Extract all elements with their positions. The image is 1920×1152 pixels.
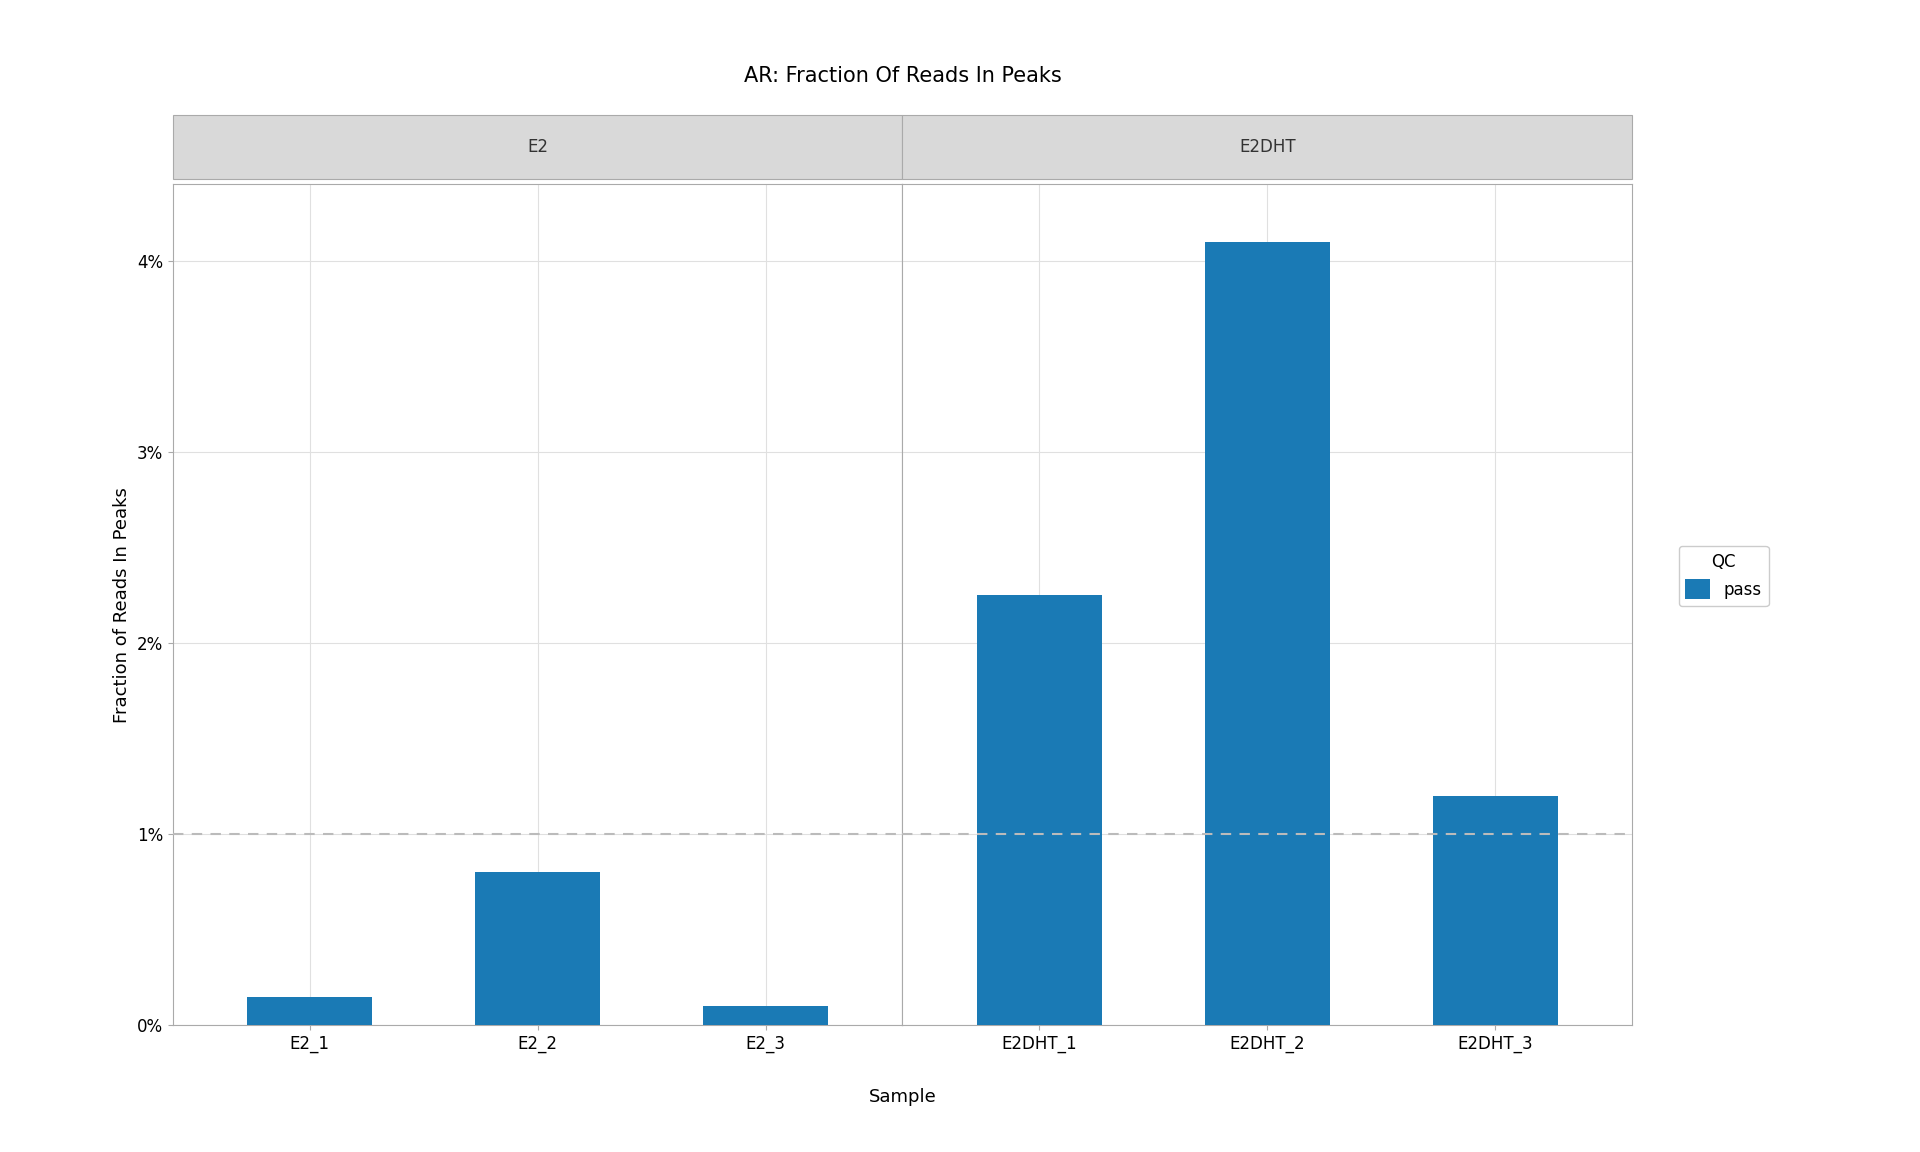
Text: E2DHT: E2DHT: [1238, 138, 1296, 156]
Y-axis label: Fraction of Reads In Peaks: Fraction of Reads In Peaks: [113, 487, 131, 722]
Bar: [977, 596, 1102, 1025]
Text: AR: Fraction Of Reads In Peaks: AR: Fraction Of Reads In Peaks: [743, 67, 1062, 86]
Bar: [1204, 242, 1331, 1025]
Text: E2: E2: [528, 138, 547, 156]
Bar: [703, 1006, 828, 1025]
Legend: pass: pass: [1678, 546, 1768, 606]
Text: Sample: Sample: [868, 1087, 937, 1106]
Bar: [248, 996, 372, 1025]
Bar: [1432, 796, 1557, 1025]
Bar: [474, 872, 601, 1025]
